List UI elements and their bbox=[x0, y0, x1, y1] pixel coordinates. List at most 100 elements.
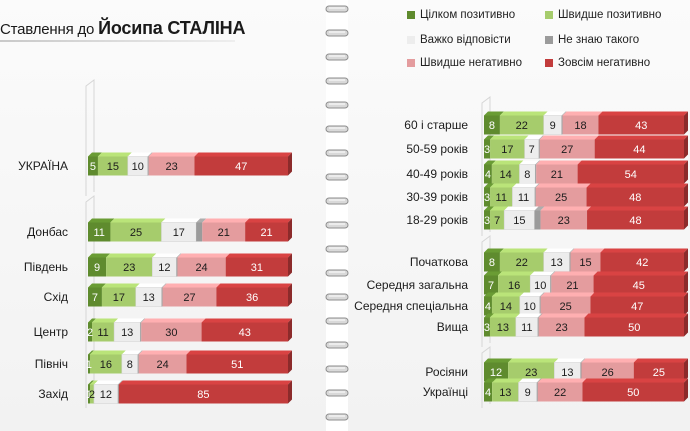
value-label: 3 bbox=[484, 144, 490, 156]
bar-segment bbox=[490, 139, 525, 159]
bar-segment bbox=[586, 187, 684, 207]
value-label: 31 bbox=[251, 262, 263, 274]
bar-segment-top bbox=[176, 253, 182, 258]
legend-item-hard-to-say: Важко відповісти bbox=[407, 34, 511, 46]
value-label: 85 bbox=[197, 389, 209, 401]
binder-ring bbox=[325, 5, 349, 13]
bar-segment bbox=[194, 156, 288, 176]
bar-segment bbox=[491, 296, 520, 316]
value-label: 3 bbox=[484, 322, 490, 334]
bar-segment bbox=[499, 252, 544, 272]
bar-side bbox=[288, 283, 292, 307]
value-label: 8 bbox=[489, 120, 495, 132]
bar-segment-top bbox=[186, 350, 292, 355]
value-label: 12 bbox=[490, 367, 502, 379]
bar-side bbox=[288, 350, 292, 374]
bar-segment bbox=[88, 354, 90, 374]
bar-segment bbox=[577, 164, 684, 184]
value-label: 13 bbox=[551, 257, 563, 269]
value-label: 23 bbox=[558, 215, 570, 227]
bar-segment bbox=[484, 252, 500, 272]
bar-segment-top bbox=[537, 378, 587, 383]
bar-segment-top bbox=[194, 152, 292, 157]
legend-item-rather-positive: Швидше позитивно bbox=[545, 9, 661, 21]
value-label: 13 bbox=[499, 387, 511, 399]
bar-segment-top bbox=[519, 160, 540, 165]
bar-segment bbox=[491, 164, 520, 184]
bar-segment bbox=[581, 362, 634, 382]
bar-segment-top bbox=[110, 218, 166, 223]
bar-segment-top bbox=[504, 206, 539, 211]
category-label: Середня спеціальна bbox=[354, 299, 468, 313]
bar-segment bbox=[492, 382, 519, 402]
bar-segment bbox=[177, 257, 226, 277]
bar-segment-top bbox=[161, 218, 201, 223]
value-label: 1 bbox=[86, 389, 92, 401]
legend-label: Зовсім негативно bbox=[558, 57, 651, 69]
bar-segment-top bbox=[598, 111, 688, 116]
value-label: 10 bbox=[524, 301, 536, 313]
bar-segment bbox=[498, 275, 531, 295]
value-label: 25 bbox=[559, 301, 571, 313]
bar-segment-top bbox=[92, 318, 119, 323]
value-label: 15 bbox=[107, 161, 119, 173]
bar-segment-top bbox=[499, 248, 548, 253]
bar-segment bbox=[490, 210, 505, 230]
value-label: 7 bbox=[92, 292, 98, 304]
bar-side bbox=[684, 248, 688, 272]
bar-segment-top bbox=[88, 218, 115, 223]
bar-segment bbox=[594, 139, 684, 159]
bar-segment bbox=[633, 362, 684, 382]
bar-segment-top bbox=[127, 152, 152, 157]
bar-segment bbox=[484, 296, 492, 316]
bar-segment bbox=[88, 222, 111, 242]
value-label: 47 bbox=[631, 301, 643, 313]
legend-label: Швидше позитивно bbox=[558, 9, 662, 21]
value-label: 10 bbox=[534, 280, 546, 292]
bar-segment-top bbox=[162, 283, 221, 288]
value-label: 7 bbox=[529, 144, 535, 156]
bar-segment bbox=[140, 322, 142, 342]
bar-segment-top bbox=[101, 283, 140, 288]
value-label: 17 bbox=[173, 227, 185, 239]
bar-segment bbox=[550, 275, 552, 295]
bar-segment bbox=[582, 382, 684, 402]
value-label: 16 bbox=[508, 280, 520, 292]
binder-ring bbox=[325, 77, 349, 85]
value-label: 42 bbox=[636, 257, 648, 269]
value-label: 11 bbox=[94, 227, 105, 239]
binder-ring bbox=[325, 269, 349, 277]
chart-title-lead: Ставлення до bbox=[0, 21, 99, 38]
bar-segment bbox=[484, 210, 491, 230]
bar-segment-top bbox=[484, 135, 495, 140]
bar-segment bbox=[535, 164, 537, 184]
bar-segment-top bbox=[491, 160, 524, 165]
category-label: Схід bbox=[44, 290, 68, 304]
value-label: 45 bbox=[633, 280, 645, 292]
bar-segment-top bbox=[587, 206, 688, 211]
value-label: 23 bbox=[525, 367, 537, 379]
bar-segment bbox=[176, 257, 178, 277]
value-label: 4 bbox=[485, 387, 491, 399]
bar-segment bbox=[590, 296, 684, 316]
value-label: 15 bbox=[513, 215, 525, 227]
value-label: 47 bbox=[235, 161, 247, 173]
bar-segment-top bbox=[88, 318, 97, 323]
bar-segment bbox=[484, 164, 492, 184]
bar-segment-top bbox=[117, 380, 123, 385]
value-label: 15 bbox=[579, 257, 591, 269]
bar-segment bbox=[92, 322, 115, 342]
value-label: 48 bbox=[629, 215, 641, 227]
value-label: 13 bbox=[143, 292, 155, 304]
category-label: 60 і старше bbox=[404, 118, 468, 132]
bar-segment bbox=[484, 187, 491, 207]
bar-segment-top bbox=[540, 206, 592, 211]
value-label: 54 bbox=[625, 169, 637, 181]
bar-segment bbox=[570, 252, 601, 272]
bar-segment bbox=[484, 139, 491, 159]
bar-segment-top bbox=[550, 271, 556, 276]
bar-segment-top bbox=[106, 253, 157, 258]
bar-segment-top bbox=[245, 218, 292, 223]
value-label: 36 bbox=[246, 292, 258, 304]
